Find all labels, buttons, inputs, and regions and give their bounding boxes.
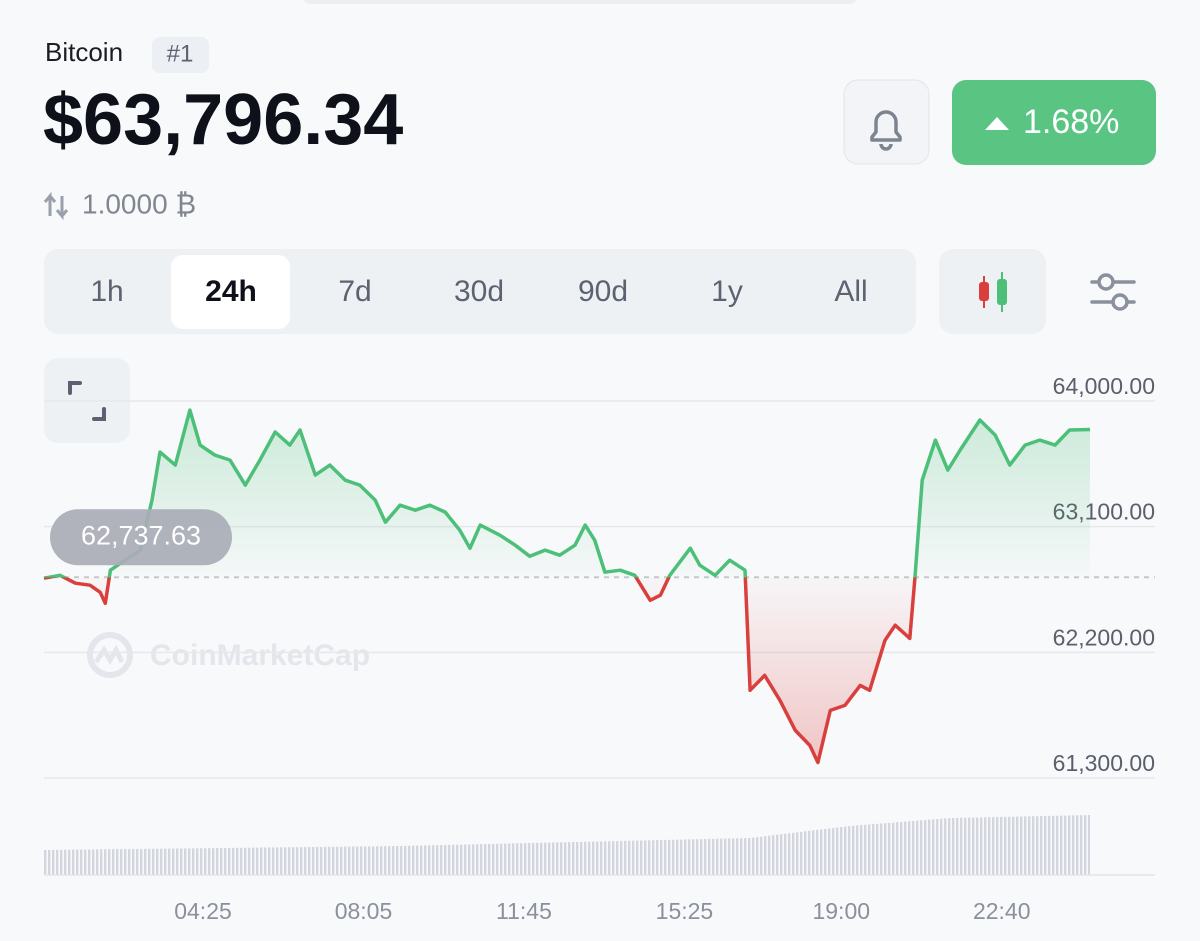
top-bar (303, 0, 857, 4)
price-line (43, 408, 1091, 765)
rank: #1 (167, 40, 194, 67)
tab[interactable]: 1h (90, 275, 123, 308)
baseline-pill (50, 509, 232, 566)
candle-green (997, 279, 1007, 305)
price-chart: 61,300.0062,200.0063,100.0064,000.0004:2… (43, 373, 1155, 924)
alert-button[interactable] (843, 79, 930, 165)
watermark-text: CoinMarketCap (150, 639, 370, 672)
settings-button[interactable] (1090, 273, 1136, 311)
tab[interactable]: 90d (578, 275, 628, 308)
y-tick-label: 62,200.00 (1053, 624, 1155, 650)
change-bg (952, 80, 1156, 165)
expand-icon (68, 381, 106, 421)
change-percent: 1.68% (1023, 103, 1119, 141)
holding: 1.0000 ₿ (82, 188, 196, 219)
tab[interactable]: 7d (338, 275, 371, 308)
volume-bars (44, 815, 1090, 875)
alert-bg[interactable] (843, 79, 930, 165)
y-tick-label: 61,300.00 (1053, 750, 1155, 776)
tab-selected-bg[interactable] (171, 255, 290, 329)
tab[interactable]: 1y (711, 275, 743, 308)
x-tick-label: 19:00 (812, 898, 870, 924)
x-tick-label: 08:05 (335, 898, 393, 924)
tab[interactable]: 24h (205, 275, 257, 308)
price-area (44, 410, 1090, 763)
tabs: 1h 24h 7d 30d 90d 1y All (90, 255, 868, 329)
baseline-label: 62,737.63 (81, 520, 201, 550)
up-arrow (985, 117, 1009, 130)
candle-bg[interactable] (939, 249, 1046, 334)
candle-button[interactable] (939, 249, 1046, 334)
x-tick-label: 04:25 (174, 898, 232, 924)
candle-red (979, 282, 989, 301)
swap-icon (43, 191, 69, 221)
rank-badge (152, 37, 209, 73)
price: $63,796.34 (43, 80, 403, 160)
change-pill: 1.68% (952, 80, 1156, 165)
bell-icon (870, 110, 902, 151)
y-tick-label: 64,000.00 (1053, 373, 1155, 399)
x-tick-label: 15:25 (656, 898, 714, 924)
watermark: CoinMarketCap (87, 632, 370, 678)
tab[interactable]: All (834, 275, 867, 308)
x-tick-label: 22:40 (973, 898, 1031, 924)
coin-name: Bitcoin (45, 37, 123, 67)
tab[interactable]: 30d (454, 275, 504, 308)
x-tick-label: 11:45 (496, 898, 552, 924)
